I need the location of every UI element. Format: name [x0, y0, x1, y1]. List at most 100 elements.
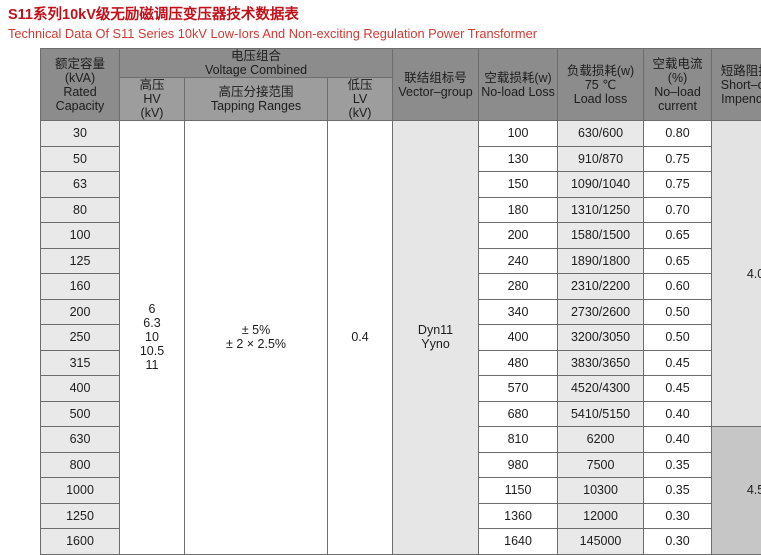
header-no-load-loss: 空载损耗(w) No-load Loss — [479, 49, 558, 121]
header-no-load-current-en2: current — [644, 99, 711, 113]
title-block: S11系列10kV级无励磁调压变压器技术数据表 Technical Data O… — [8, 6, 753, 42]
header-tapping-ranges: 高压分接范围 Tapping Ranges — [185, 78, 328, 121]
header-lv-en: LV — [328, 92, 392, 106]
cell-no-load-current: 0.75 — [644, 146, 712, 172]
header-vector-group-en: Vector–group — [393, 85, 478, 99]
hv-value-line: 10.5 — [120, 344, 184, 358]
header-lv: 低压 LV (kV) — [328, 78, 393, 121]
cell-no-load-loss: 680 — [479, 401, 558, 427]
page-root: S11系列10kV级无励磁调压变压器技术数据表 Technical Data O… — [0, 0, 761, 528]
tapping-range-line: ± 5% — [185, 323, 327, 337]
cell-rated-capacity: 800 — [41, 452, 120, 478]
header-rated-capacity-unit: (kVA) — [41, 71, 119, 85]
header-hv: 高压 HV (kV) — [120, 78, 185, 121]
cell-load-loss: 910/870 — [558, 146, 644, 172]
cell-no-load-loss: 240 — [479, 248, 558, 274]
cell-load-loss: 12000 — [558, 503, 644, 529]
cell-no-load-loss: 810 — [479, 427, 558, 453]
header-vector-group-cn: 联结组标号 — [393, 71, 478, 85]
cell-load-loss: 1580/1500 — [558, 223, 644, 249]
cell-load-loss: 145000 — [558, 529, 644, 555]
header-lv-unit: (kV) — [328, 106, 392, 120]
cell-load-loss: 5410/5150 — [558, 401, 644, 427]
header-rated-capacity: 额定容量 (kVA) Rated Capacity — [41, 49, 120, 121]
page-title-chinese: S11系列10kV级无励磁调压变压器技术数据表 — [8, 6, 753, 24]
technical-data-table-wrapper: 额定容量 (kVA) Rated Capacity 电压组合 Voltage C… — [40, 48, 758, 555]
page-title-english: Technical Data Of S11 Series 10kV Low-Io… — [8, 25, 753, 42]
cell-tapping-ranges: ± 5%± 2 × 2.5% — [185, 121, 328, 555]
tapping-range-line: ± 2 × 2.5% — [185, 337, 327, 351]
cell-no-load-current: 0.30 — [644, 529, 712, 555]
cell-no-load-current: 0.70 — [644, 197, 712, 223]
header-tapping-en: Tapping Ranges — [185, 99, 327, 113]
header-tapping-cn: 高压分接范围 — [185, 85, 327, 99]
technical-data-table: 额定容量 (kVA) Rated Capacity 电压组合 Voltage C… — [40, 48, 761, 555]
header-short-circuit-en1: Short–circuit — [712, 78, 761, 92]
cell-rated-capacity: 160 — [41, 274, 120, 300]
cell-no-load-current: 0.35 — [644, 452, 712, 478]
cell-rated-capacity: 250 — [41, 325, 120, 351]
cell-load-loss: 6200 — [558, 427, 644, 453]
hv-value-line: 6 — [120, 302, 184, 316]
hv-value-line: 10 — [120, 330, 184, 344]
cell-rated-capacity: 63 — [41, 172, 120, 198]
cell-lv-value: 0.4 — [328, 121, 393, 555]
cell-rated-capacity: 1000 — [41, 478, 120, 504]
cell-no-load-current: 0.40 — [644, 427, 712, 453]
table-header: 额定容量 (kVA) Rated Capacity 电压组合 Voltage C… — [41, 49, 761, 121]
cell-no-load-current: 0.35 — [644, 478, 712, 504]
cell-no-load-current: 0.40 — [644, 401, 712, 427]
cell-load-loss: 7500 — [558, 452, 644, 478]
header-rated-capacity-cn: 额定容量 — [41, 57, 119, 71]
cell-rated-capacity: 1250 — [41, 503, 120, 529]
header-no-load-current-cn: 空载电流(%) — [644, 57, 711, 85]
hv-value-line: 11 — [120, 358, 184, 372]
cell-rated-capacity: 100 — [41, 223, 120, 249]
header-voltage-combined-en: Voltage Combined — [120, 63, 392, 77]
cell-rated-capacity: 315 — [41, 350, 120, 376]
cell-load-loss: 1310/1250 — [558, 197, 644, 223]
header-hv-en: HV — [120, 92, 184, 106]
cell-rated-capacity: 30 — [41, 121, 120, 147]
cell-no-load-current: 0.65 — [644, 223, 712, 249]
cell-rated-capacity: 1600 — [41, 529, 120, 555]
cell-rated-capacity: 50 — [41, 146, 120, 172]
header-lv-cn: 低压 — [328, 78, 392, 92]
cell-no-load-current: 0.50 — [644, 299, 712, 325]
cell-no-load-loss: 280 — [479, 274, 558, 300]
header-short-circuit-en2: Impendance — [712, 92, 761, 106]
cell-impedance-upper: 4.0 — [712, 121, 761, 427]
cell-load-loss: 3830/3650 — [558, 350, 644, 376]
header-load-loss: 负载损耗(w) 75 ℃ Load loss — [558, 49, 644, 121]
cell-load-loss: 1890/1800 — [558, 248, 644, 274]
cell-no-load-loss: 1360 — [479, 503, 558, 529]
cell-load-loss: 2730/2600 — [558, 299, 644, 325]
cell-no-load-loss: 130 — [479, 146, 558, 172]
header-vector-group: 联结组标号 Vector–group — [393, 49, 479, 121]
cell-load-loss: 10300 — [558, 478, 644, 504]
cell-no-load-current: 0.80 — [644, 121, 712, 147]
cell-no-load-current: 0.30 — [644, 503, 712, 529]
vector-group-line: Dyn11 — [393, 323, 478, 337]
vector-group-line: Yyno — [393, 337, 478, 351]
cell-no-load-loss: 480 — [479, 350, 558, 376]
header-no-load-current: 空载电流(%) No–load current — [644, 49, 712, 121]
cell-no-load-current: 0.50 — [644, 325, 712, 351]
cell-load-loss: 630/600 — [558, 121, 644, 147]
header-load-loss-temp: 75 ℃ — [558, 78, 643, 92]
cell-rated-capacity: 500 — [41, 401, 120, 427]
header-load-loss-cn: 负载损耗(w) — [558, 64, 643, 78]
cell-load-loss: 4520/4300 — [558, 376, 644, 402]
hv-value-line: 6.3 — [120, 316, 184, 330]
header-hv-cn: 高压 — [120, 78, 184, 92]
cell-impedance-lower: 4.5 — [712, 427, 761, 555]
cell-rated-capacity: 400 — [41, 376, 120, 402]
cell-no-load-loss: 400 — [479, 325, 558, 351]
header-voltage-combined: 电压组合 Voltage Combined — [120, 49, 393, 78]
header-voltage-combined-cn: 电压组合 — [120, 49, 392, 63]
cell-no-load-current: 0.75 — [644, 172, 712, 198]
